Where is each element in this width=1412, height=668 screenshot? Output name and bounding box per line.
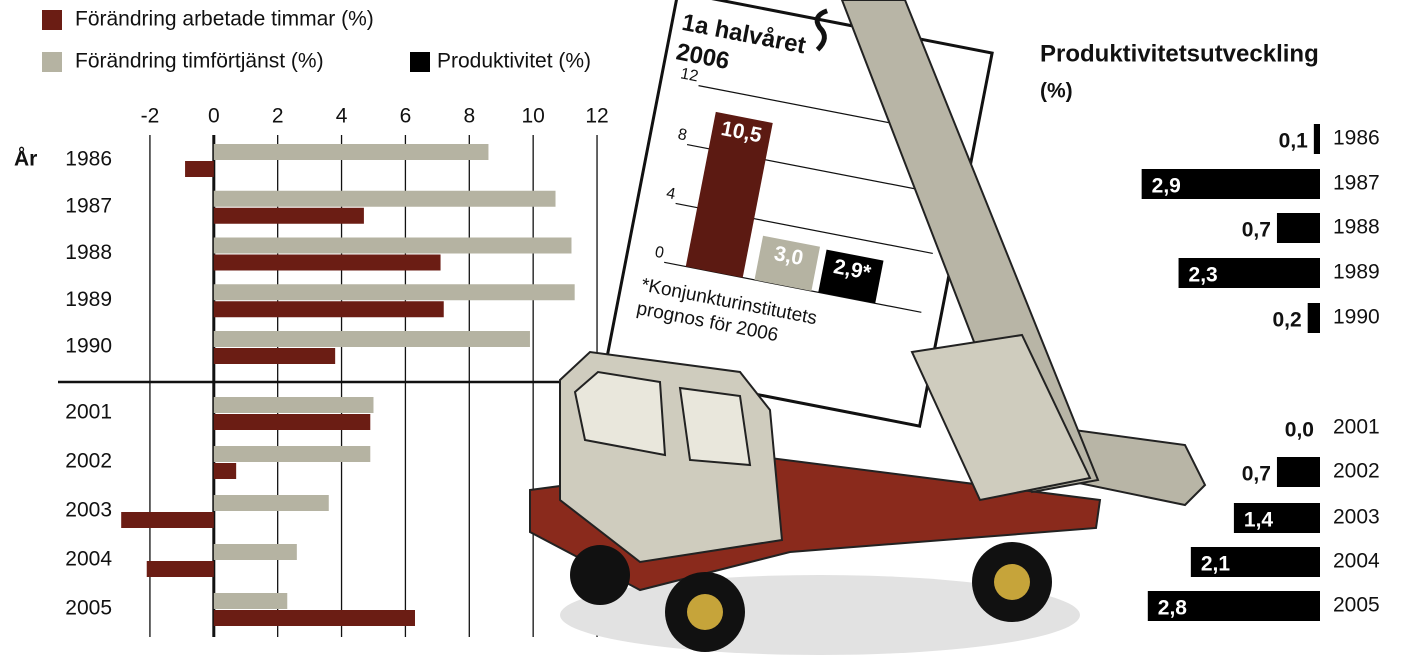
bar [214,331,530,347]
bar [214,414,370,430]
value-label: 1,4 [1244,509,1274,532]
y-tick-label: 2004 [65,548,112,571]
bar [121,512,214,528]
bar [214,208,364,224]
bar [185,161,214,177]
value-label: 0,1 [1279,130,1309,153]
bar [1314,124,1320,154]
hbar-chart: -2 0 2 4 6 8 10 12 År 1986 1987 1988 1989 1990 2001 200… [14,105,609,637]
y-tick-label: 2002 [1333,460,1380,483]
bar [214,610,415,626]
chart-title: Produktivitetsutveckling [1040,40,1319,67]
window [680,388,750,465]
y-tick-label: 1989 [1333,261,1380,284]
y-tick-label: 1990 [1333,306,1380,329]
y-tick-label: 1988 [65,241,112,264]
legend-label: Produktivitet (%) [437,50,591,73]
y-tick-label: 2005 [1333,594,1380,617]
value-label: 2,8 [1158,597,1188,620]
year-label: År [14,147,37,171]
wheel [570,545,630,605]
bar [214,255,441,271]
x-tick-label: 4 [336,105,348,128]
bar [214,593,287,609]
bar [214,238,572,254]
y-tick-label: 1986 [65,148,112,171]
chart-subtitle: (%) [1040,80,1073,103]
y-tick-label: 2001 [65,401,112,424]
bar [214,284,575,300]
bar [214,348,335,364]
legend-swatch [42,10,62,30]
hub [994,564,1030,600]
y-tick-label: 1987 [65,194,112,217]
y-tick-label: 2003 [65,499,112,522]
x-tick-label: 12 [585,105,608,128]
legend-swatch [42,52,62,72]
y-tick-label: 2001 [1333,416,1380,439]
bar [214,144,489,160]
bar [214,446,370,462]
bar [214,495,329,511]
x-tick-label: -2 [141,105,160,128]
legend-label: Förändring timförtjänst (%) [75,50,324,73]
x-tick-label: 6 [400,105,412,128]
y-tick-label: 1986 [1333,127,1380,150]
bar [1277,213,1320,243]
y-tick-label: 2005 [65,597,112,620]
bar [214,301,444,317]
legend-label: Förändring arbetade timmar (%) [75,8,374,31]
bar [214,544,297,560]
hub [687,594,723,630]
bar [214,397,374,413]
bar [1277,457,1320,487]
y-tick-label: 1987 [1333,172,1380,195]
y-tick-label: 2003 [1333,506,1380,529]
legend-swatch [410,52,430,72]
bar [147,561,214,577]
value-label: 2,9 [1152,175,1181,198]
x-tick-label: 2 [272,105,284,128]
x-tick-label: 0 [208,105,220,128]
bar [214,463,236,479]
value-label: 2,3 [1189,264,1218,287]
x-tick-label: 8 [463,105,475,128]
chart: -2 0 2 4 6 8 10 12 År 1986 1987 1988 1989 1990 2001 200… [0,0,1412,668]
bar [1308,303,1320,333]
y-tick-label: 1990 [65,335,112,358]
value-label: 0,7 [1242,463,1271,486]
value-label: 0,2 [1272,309,1301,332]
y-tick-label: 2004 [1333,550,1380,573]
bar [214,191,556,207]
x-tick-label: 10 [521,105,544,128]
value-label: 2,1 [1201,553,1231,576]
y-tick-label: 1988 [1333,216,1380,239]
value-label: 0,0 [1285,419,1314,442]
value-label: 0,7 [1242,219,1271,242]
y-tick-label: 12 [679,65,700,85]
page: -2 0 2 4 6 8 10 12 År 1986 1987 1988 1989 1990 2001 200… [0,0,1412,668]
y-tick-label: 2002 [65,450,112,473]
y-tick-label: 1989 [65,288,112,311]
